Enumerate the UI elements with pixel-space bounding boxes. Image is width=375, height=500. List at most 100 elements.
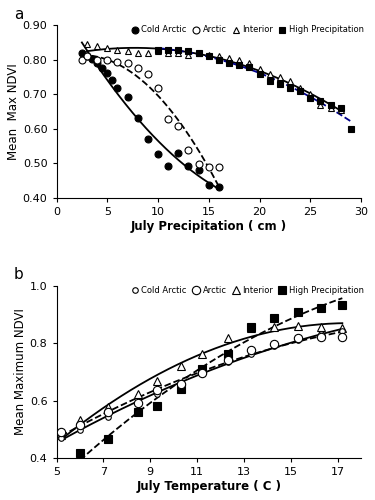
Interior xyxy=(106,404,110,410)
Cold Arctic xyxy=(85,53,89,59)
Cold Arctic xyxy=(225,359,230,365)
Cold Arctic xyxy=(105,70,110,76)
Arctic xyxy=(136,400,141,406)
Interior xyxy=(249,326,253,332)
High Precipitation xyxy=(207,54,211,60)
Line: High Precipitation: High Precipitation xyxy=(76,301,346,456)
Cold Arctic xyxy=(296,337,300,343)
Interior xyxy=(85,42,89,48)
High Precipitation xyxy=(155,403,159,409)
Cold Arctic xyxy=(115,85,120,91)
Interior xyxy=(59,432,63,438)
Line: Interior: Interior xyxy=(84,41,344,114)
Interior xyxy=(207,52,211,58)
High Precipitation xyxy=(196,50,201,56)
High Precipitation xyxy=(200,366,204,372)
Cold Arctic xyxy=(178,380,183,386)
Interior xyxy=(146,50,150,56)
High Precipitation xyxy=(249,324,253,330)
Line: High Precipitation: High Precipitation xyxy=(154,46,354,132)
High Precipitation xyxy=(176,46,181,52)
High Precipitation xyxy=(106,436,110,442)
Interior xyxy=(176,50,181,56)
Cold Arctic xyxy=(166,163,170,169)
Line: Interior: Interior xyxy=(57,322,346,440)
Arctic xyxy=(155,387,159,393)
Arctic xyxy=(85,54,89,60)
Cold Arctic xyxy=(340,328,345,334)
High Precipitation xyxy=(156,46,160,52)
High Precipitation xyxy=(349,126,353,132)
Interior xyxy=(78,418,82,424)
High Precipitation xyxy=(318,98,323,104)
High Precipitation xyxy=(136,408,141,414)
Interior xyxy=(247,60,252,66)
Interior xyxy=(340,326,345,332)
Arctic xyxy=(106,408,110,414)
Cold Arctic xyxy=(59,435,63,441)
Cold Arctic xyxy=(272,342,277,348)
Interior xyxy=(186,52,191,58)
Arctic xyxy=(78,422,82,428)
Interior xyxy=(156,48,160,54)
Interior xyxy=(298,84,302,90)
Cold Arctic xyxy=(156,150,160,156)
Y-axis label: Mean Maximum NDVI: Mean Maximum NDVI xyxy=(14,308,27,436)
Cold Arctic xyxy=(217,184,221,190)
Arctic xyxy=(80,57,84,63)
High Precipitation xyxy=(227,60,231,66)
Interior xyxy=(257,66,262,71)
Interior xyxy=(296,322,300,328)
Interior xyxy=(318,102,323,107)
Cold Arctic xyxy=(90,56,94,62)
Interior xyxy=(288,78,292,84)
High Precipitation xyxy=(319,306,324,312)
Arctic xyxy=(217,164,221,170)
High Precipitation xyxy=(308,95,312,101)
Line: Arctic: Arctic xyxy=(78,53,222,171)
Arctic xyxy=(178,381,183,387)
Arctic xyxy=(146,72,150,78)
Arctic xyxy=(186,148,191,154)
Cold Arctic xyxy=(95,60,99,66)
Arctic xyxy=(319,334,324,340)
Arctic xyxy=(200,370,204,376)
Arctic xyxy=(340,334,345,340)
High Precipitation xyxy=(288,84,292,90)
Arctic xyxy=(196,161,201,167)
Cold Arctic xyxy=(196,166,201,172)
Arctic xyxy=(95,57,99,63)
Interior xyxy=(319,324,324,330)
Interior xyxy=(135,50,140,56)
Cold Arctic xyxy=(100,64,104,70)
Interior xyxy=(105,45,110,51)
Arctic xyxy=(156,85,160,91)
Interior xyxy=(155,378,159,384)
Arctic xyxy=(59,430,63,436)
High Precipitation xyxy=(237,62,242,68)
Text: a: a xyxy=(14,7,23,22)
Cold Arctic xyxy=(176,150,181,156)
Cold Arctic xyxy=(207,182,211,188)
Legend: Cold Arctic, Arctic, Interior, High Precipitation: Cold Arctic, Arctic, Interior, High Prec… xyxy=(130,26,364,35)
High Precipitation xyxy=(278,81,282,87)
Interior xyxy=(328,105,333,111)
Cold Arctic xyxy=(249,351,253,357)
High Precipitation xyxy=(296,310,300,316)
Interior xyxy=(237,57,242,63)
Arctic xyxy=(105,57,110,63)
Cold Arctic xyxy=(155,390,159,396)
Interior xyxy=(166,50,170,56)
Cold Arctic xyxy=(78,426,82,432)
Arctic xyxy=(207,164,211,170)
Cold Arctic xyxy=(146,136,150,141)
Cold Arctic xyxy=(186,163,191,169)
Cold Arctic xyxy=(80,50,84,56)
Interior xyxy=(339,107,343,113)
Interior xyxy=(227,55,231,61)
High Precipitation xyxy=(328,102,333,107)
Cold Arctic xyxy=(125,94,130,100)
Interior xyxy=(278,74,282,80)
Cold Arctic xyxy=(135,115,140,121)
Interior xyxy=(95,43,99,49)
